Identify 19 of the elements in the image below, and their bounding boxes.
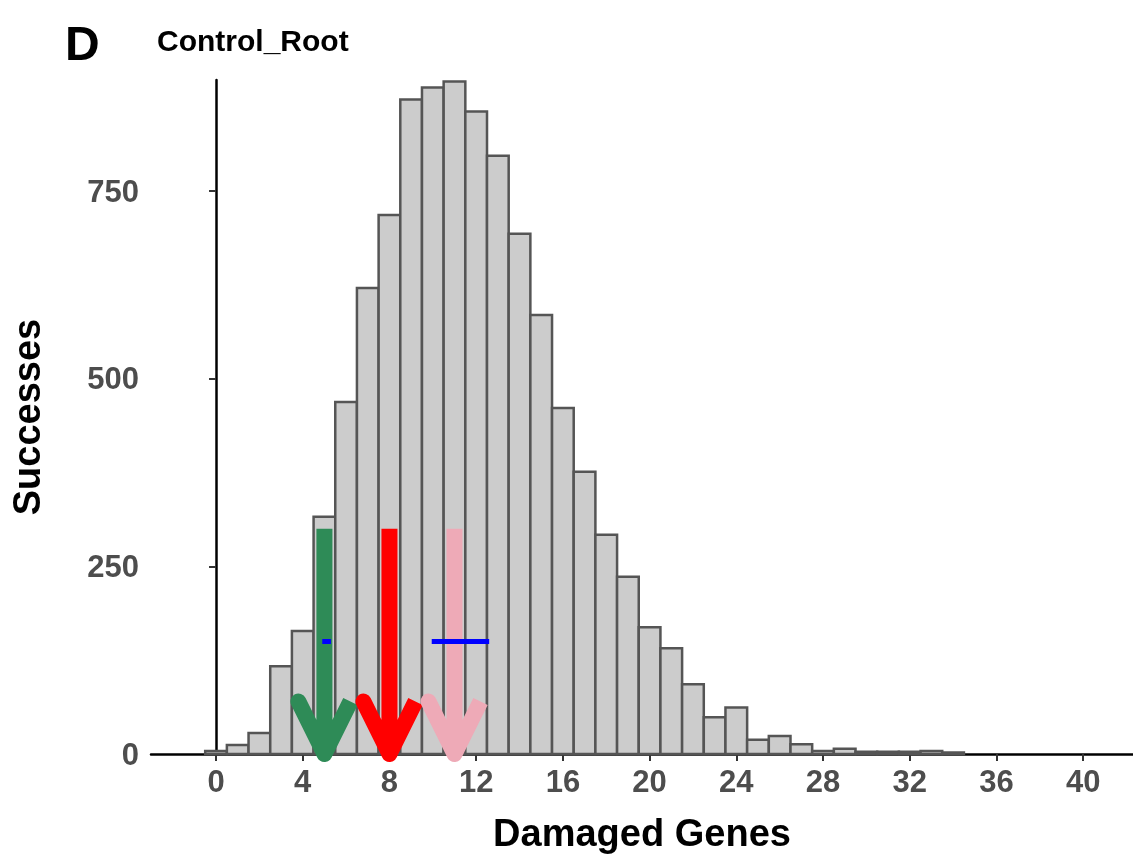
x-tick-label: 4 [294,764,313,799]
x-tick-label: 16 [545,764,581,799]
x-tick-label: 24 [719,764,755,799]
x-tick-label: 36 [979,764,1014,799]
y-tick-label: 250 [87,548,139,584]
x-tick-label: 32 [892,764,927,799]
y-tick-label: 0 [121,736,139,772]
chart-title: Control_Root [157,23,349,57]
y-axis-title: Successes [6,318,48,516]
y-tick-label: 500 [87,361,139,397]
x-tick-label: 8 [380,764,399,799]
x-tick-label: 20 [632,764,667,799]
x-tick-label: 28 [805,764,841,799]
x-axis-title: Damaged Genes [493,812,791,854]
x-tick-label: 0 [207,764,225,799]
x-tick-label: 12 [458,764,494,799]
x-tick-label: 40 [1065,764,1101,799]
text: D [65,16,100,70]
y-tick-label: 750 [87,173,139,209]
